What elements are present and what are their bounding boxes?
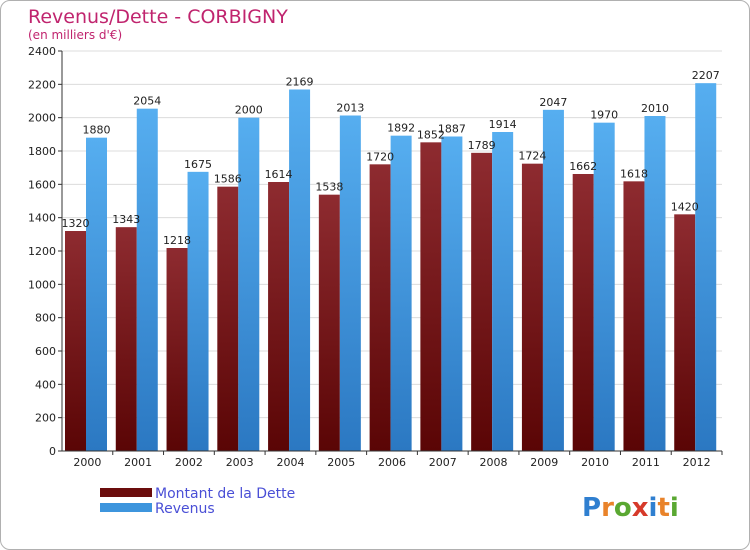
value-label-revenus: 2169 (286, 76, 314, 89)
y-tick-label: 1800 (28, 145, 56, 158)
chart-subtitle: (en milliers d'€) (28, 28, 122, 42)
value-label-revenus: 2000 (235, 104, 263, 117)
value-label-revenus: 2054 (133, 95, 161, 108)
bar-revenus (187, 171, 209, 452)
x-tick-label: 2001 (124, 456, 152, 469)
y-tick-label: 600 (35, 345, 56, 358)
bar-revenus (289, 89, 311, 451)
chart-title: Revenus/Dette - CORBIGNY (28, 6, 288, 28)
proxiti-logo: Proxiti (582, 493, 679, 523)
bar-dette (572, 174, 594, 451)
bar-dette (65, 231, 86, 451)
x-tick-label: 2002 (175, 456, 203, 469)
bar-revenus (593, 122, 615, 452)
x-tick-label: 2006 (378, 456, 406, 469)
logo-letter: i (670, 493, 679, 523)
bar-revenus (542, 109, 564, 451)
x-tick-label: 2003 (226, 456, 254, 469)
y-tick-label: 1200 (28, 245, 56, 258)
bar-dette (471, 152, 493, 452)
bar-revenus (238, 117, 260, 452)
x-tick-label: 2000 (73, 456, 101, 469)
value-label-revenus: 1914 (489, 118, 517, 131)
y-tick-label: 1000 (28, 278, 56, 291)
y-tick-label: 2000 (28, 112, 56, 125)
value-label-dette: 1662 (569, 160, 597, 173)
bar-dette (623, 181, 645, 452)
bar-dette (268, 182, 290, 451)
logo-letter: x (632, 493, 649, 523)
x-tick-label: 2007 (429, 456, 457, 469)
y-tick-label: 1600 (28, 178, 56, 191)
logo-letter: o (614, 493, 632, 523)
value-label-dette: 1586 (214, 173, 242, 186)
bar-revenus (390, 135, 412, 451)
y-tick-label: 2200 (28, 78, 56, 91)
value-label-revenus: 2013 (336, 102, 364, 115)
bar-dette (521, 163, 543, 451)
y-axis-ticks: 0 200 400 600 800 1000 1200 1400 1600 1800 2000 220… (28, 45, 62, 458)
legend-swatch-revenus (100, 503, 152, 512)
bar-dette (166, 248, 188, 451)
x-axis-ticks: 2000 2001 2002 2003 2004 2005 2006 2007 2008 2009… (73, 451, 723, 469)
bar-dette (217, 186, 239, 451)
bars (65, 83, 717, 452)
value-label-dette: 1618 (620, 167, 648, 180)
bar-dette (115, 227, 137, 451)
bar-dette (318, 194, 340, 451)
bar-revenus (695, 83, 717, 452)
value-label-dette: 1614 (265, 168, 293, 181)
legend: Montant de la Dette Revenus (100, 486, 295, 517)
bar-revenus (136, 108, 158, 452)
x-tick-label: 2005 (327, 456, 355, 469)
legend-swatch-debt (100, 488, 152, 497)
bar-revenus (492, 132, 514, 451)
bar-revenus (339, 115, 361, 451)
value-label-dette: 1320 (62, 217, 90, 230)
value-label-revenus: 2047 (539, 96, 567, 109)
y-tick-label: 0 (49, 445, 56, 458)
logo-letter: t (657, 493, 669, 523)
value-label-dette: 1852 (417, 128, 445, 141)
bar-dette (674, 214, 696, 451)
bar-revenus (644, 116, 666, 451)
bar-dette (420, 142, 442, 452)
value-label-dette: 1218 (163, 234, 191, 247)
x-tick-label: 2009 (530, 456, 558, 469)
bar-dette (369, 164, 391, 452)
logo-letter: r (601, 493, 614, 523)
value-label-dette: 1720 (366, 150, 394, 163)
value-label-dette: 1724 (518, 150, 546, 163)
logo-letter: i (649, 493, 658, 523)
y-tick-label: 1400 (28, 212, 56, 225)
bar-revenus (441, 136, 463, 451)
x-tick-label: 2011 (632, 456, 660, 469)
y-tick-label: 2400 (28, 45, 56, 58)
y-tick-label: 400 (35, 378, 56, 391)
value-label-revenus: 2010 (641, 102, 669, 115)
value-label-dette: 1343 (112, 213, 140, 226)
value-label-revenus: 1887 (438, 123, 466, 136)
bar-revenus (86, 137, 107, 451)
value-label-dette: 1789 (468, 139, 496, 152)
y-tick-label: 200 (35, 412, 56, 425)
legend-label-revenus: Revenus (155, 501, 215, 517)
legend-label-debt: Montant de la Dette (155, 486, 295, 502)
y-tick-label: 800 (35, 312, 56, 325)
x-tick-label: 2008 (480, 456, 508, 469)
value-label-revenus: 1892 (387, 122, 415, 135)
x-tick-label: 2012 (683, 456, 711, 469)
value-label-revenus: 1970 (590, 109, 618, 122)
x-tick-label: 2010 (581, 456, 609, 469)
logo-letter: P (582, 493, 601, 523)
value-label-revenus: 2207 (692, 69, 720, 82)
value-label-dette: 1538 (315, 181, 343, 194)
value-label-revenus: 1675 (184, 158, 212, 171)
value-label-revenus: 1880 (83, 124, 111, 137)
value-label-dette: 1420 (671, 200, 699, 213)
x-tick-label: 2004 (276, 456, 304, 469)
